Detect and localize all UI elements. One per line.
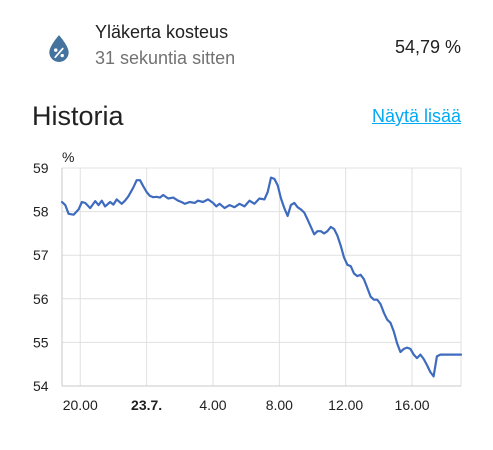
y-tick-label: 56 [33,291,49,307]
x-axis-labels: 20.00 23.7. 4.00 8.00 12.00 16.00 [63,397,430,413]
y-tick-label: 57 [33,247,49,263]
show-more-link[interactable]: Näytä lisää [371,106,461,126]
x-tick-label: 12.00 [328,397,363,413]
entity-row[interactable]: Yläkerta kosteus 31 sekuntia sitten 54,7… [0,0,493,92]
y-tick-label: 55 [33,334,49,350]
humidity-line [60,176,463,378]
y-axis-labels: 59 58 57 56 55 54 [33,160,49,394]
y-axis-unit: % [62,149,74,165]
x-tick-label: 8.00 [266,397,293,413]
entity-last-changed: 31 sekuntia sitten [95,48,236,68]
x-tick-label: 16.00 [395,397,430,413]
y-tick-label: 54 [33,378,49,394]
entity-name: Yläkerta kosteus [95,22,229,42]
history-title: Historia [32,101,124,131]
x-tick-label: 20.00 [63,397,98,413]
y-tick-label: 58 [33,204,49,220]
x-tick-label: 23.7. [131,397,162,413]
chart-grid [61,167,462,387]
y-tick-label: 59 [33,160,49,176]
water-percent-icon [49,35,69,62]
entity-state: 54,79 % [394,37,461,57]
x-tick-label: 4.00 [199,397,226,413]
